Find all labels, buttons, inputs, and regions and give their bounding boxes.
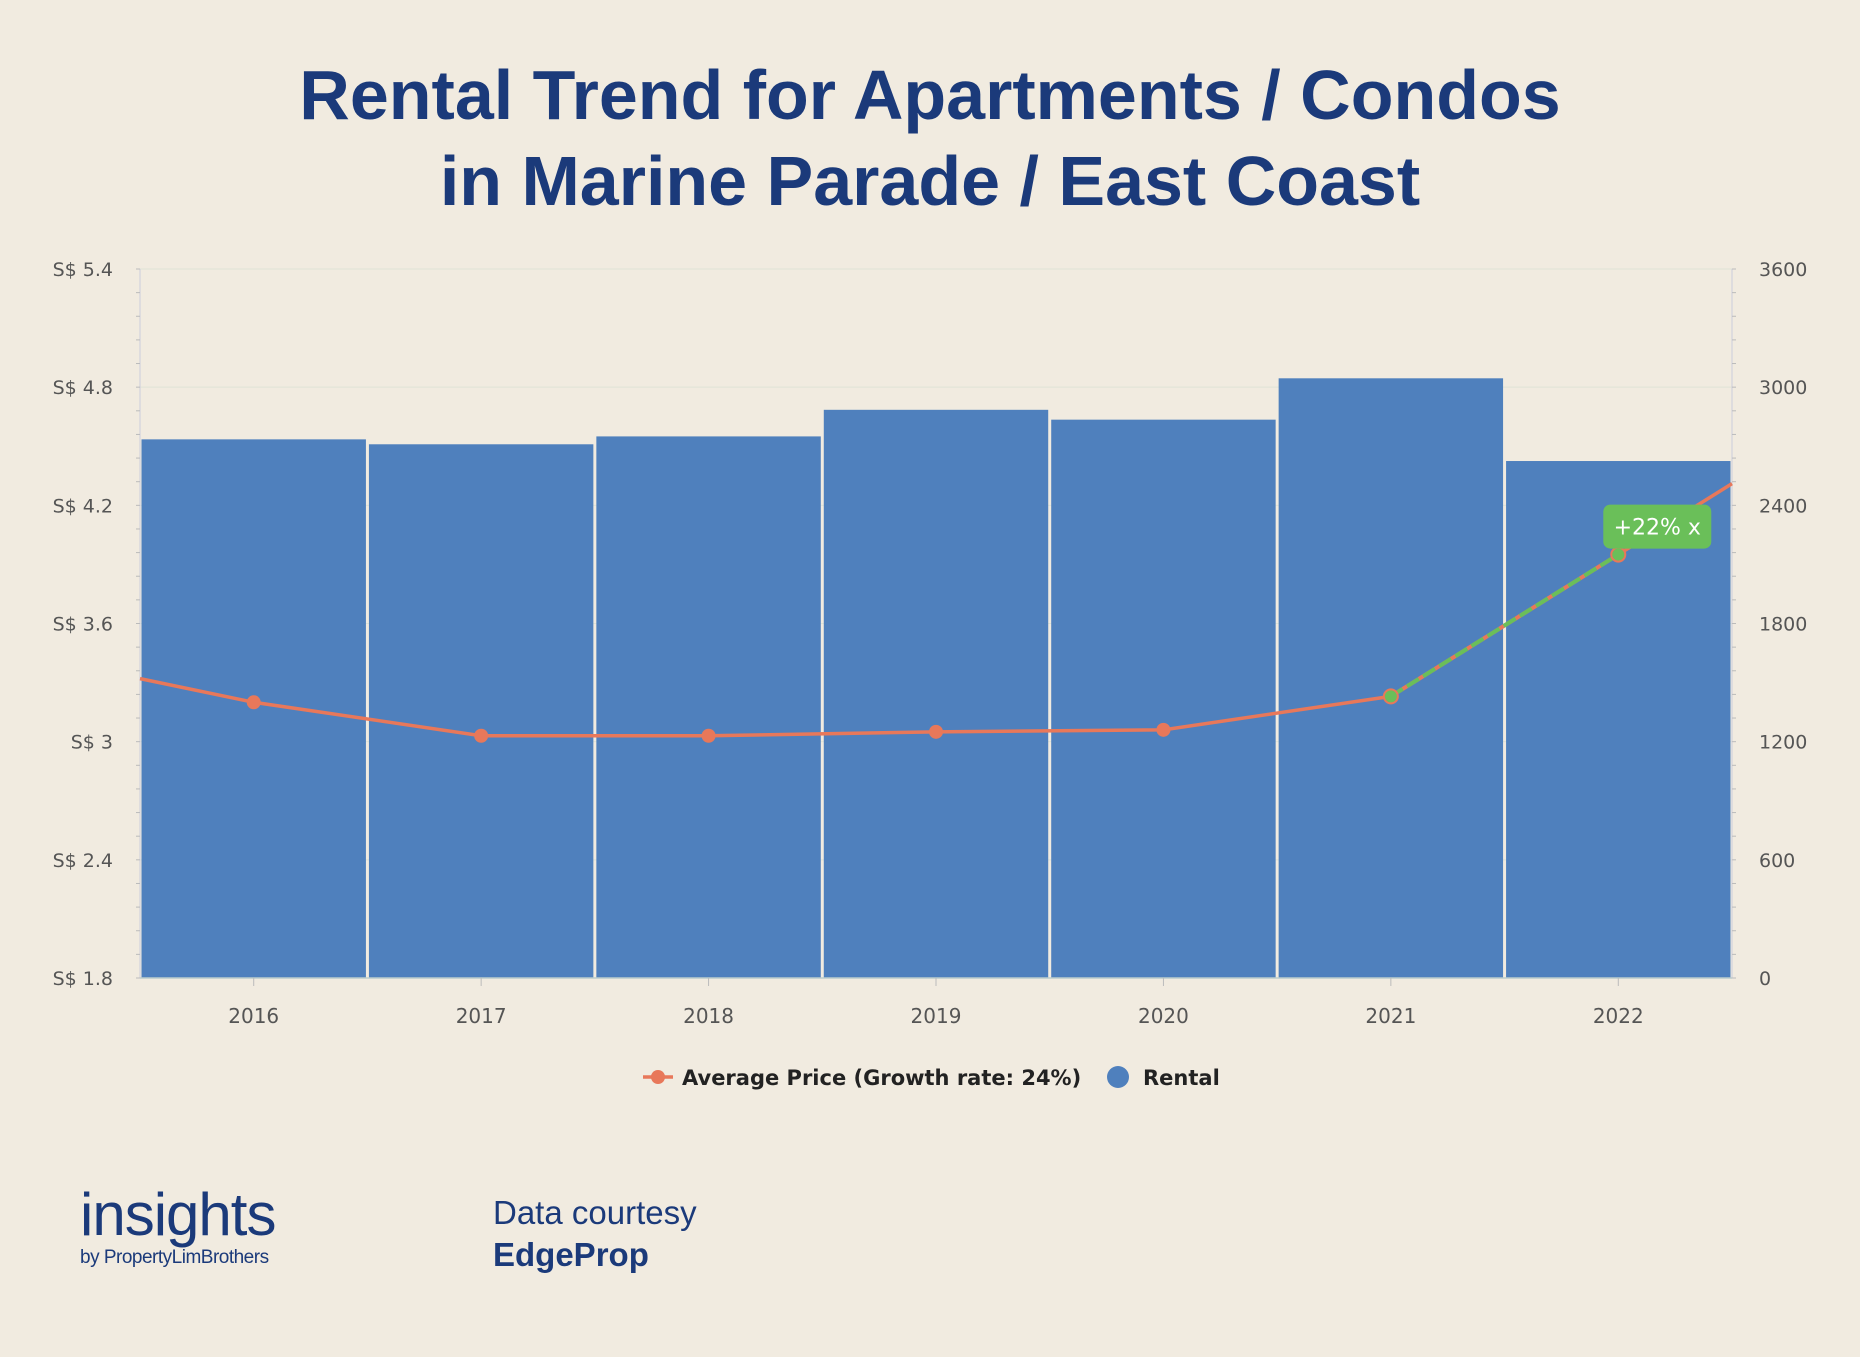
x-tick-label: 2021 <box>1365 1004 1416 1028</box>
x-tick-label: 2022 <box>1593 1004 1644 1028</box>
right-tick-label: 0 <box>1759 968 1771 990</box>
left-tick-label: S$ 1.8 <box>53 968 113 990</box>
left-tick-label: S$ 5.4 <box>53 259 113 281</box>
bar-2021 <box>1278 378 1504 978</box>
x-tick-label: 2020 <box>1138 1004 1189 1028</box>
chart-title: Rental Trend for Apartments / Condos in … <box>0 52 1860 224</box>
bar-2018 <box>596 436 821 978</box>
title-line-2: in Marine Parade / East Coast <box>439 142 1421 220</box>
price-point-2018 <box>701 728 716 743</box>
bar-2020 <box>1051 419 1276 979</box>
legend-rental-marker <box>1107 1066 1129 1088</box>
bar-2019 <box>823 409 1049 978</box>
insights-logo: insights by PropertyLimBrothers <box>80 1181 276 1269</box>
growth-annotation-box <box>1603 504 1712 549</box>
price-point-2022 <box>1610 546 1627 563</box>
legend-rental: Rental <box>1143 1066 1220 1090</box>
left-tick-label: S$ 3 <box>71 732 113 754</box>
x-tick-label: 2018 <box>683 1004 734 1028</box>
right-tick-label: 3600 <box>1759 259 1807 281</box>
left-tick-label: S$ 4.2 <box>53 495 113 517</box>
x-tick-label: 2016 <box>228 1004 279 1028</box>
left-tick-label: S$ 4.8 <box>53 377 113 399</box>
left-tick-label: S$ 2.4 <box>53 850 113 872</box>
x-tick-label: 2019 <box>911 1004 962 1028</box>
x-tick-label: 2017 <box>456 1004 507 1028</box>
credit-label: Data courtesy <box>493 1194 697 1231</box>
title-line-1: Rental Trend for Apartments / Condos <box>299 56 1561 134</box>
data-credit: Data courtesy EdgeProp <box>493 1192 697 1276</box>
right-tick-label: 600 <box>1759 850 1795 872</box>
right-tick-label: 1800 <box>1759 614 1807 636</box>
legend-line-marker <box>651 1070 665 1084</box>
price-point-2020 <box>1156 722 1171 737</box>
right-tick-label: 1200 <box>1759 732 1807 754</box>
credit-source: EdgeProp <box>493 1236 649 1273</box>
left-tick-label: S$ 3.6 <box>53 614 113 636</box>
logo-main: insights <box>80 1181 276 1248</box>
growth-annotation-label: +22% x <box>1614 516 1701 541</box>
right-tick-label: 3000 <box>1759 377 1807 399</box>
price-point-2021 <box>1382 688 1399 705</box>
price-point-2019 <box>929 724 943 739</box>
price-point-2017 <box>474 728 489 743</box>
growth-highlight-segment <box>1389 552 1620 699</box>
right-tick-label: 2400 <box>1759 495 1807 517</box>
price-point-2016 <box>246 695 261 710</box>
logo-sub: by PropertyLimBrothers <box>80 1247 269 1268</box>
bar-2017 <box>368 444 594 979</box>
legend-average-price: Average Price (Growth rate: 24%) <box>682 1066 1081 1090</box>
